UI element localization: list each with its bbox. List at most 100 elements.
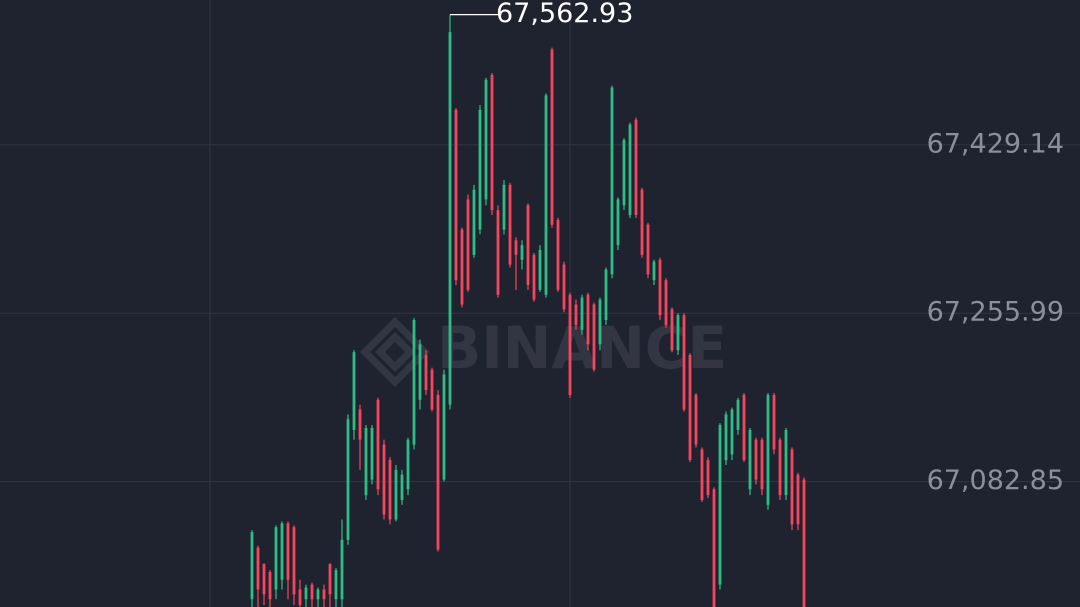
- candle-body: [646, 224, 650, 275]
- candle-body: [598, 299, 602, 345]
- candle-body: [514, 240, 518, 255]
- candle-body: [262, 564, 266, 595]
- candle-body: [418, 344, 422, 400]
- candle-body: [544, 95, 548, 295]
- candle-body: [412, 320, 416, 445]
- candle-body: [370, 428, 374, 480]
- candle-body: [358, 409, 362, 440]
- candle-body: [424, 355, 428, 391]
- candle-body: [718, 425, 722, 585]
- candle-body: [682, 315, 686, 410]
- candle-body: [400, 474, 404, 500]
- candle-body: [586, 294, 590, 345]
- candle-body: [538, 249, 542, 290]
- candle-body: [580, 297, 584, 330]
- candle-body: [382, 444, 386, 515]
- candle-body: [448, 32, 452, 405]
- candle-body: [304, 587, 308, 600]
- y-tick-label: 67,082.85: [927, 465, 1064, 496]
- candle-body: [316, 589, 320, 600]
- candle-body: [406, 439, 410, 490]
- y-tick-label: 67,429.14: [927, 128, 1064, 159]
- candle-body: [430, 369, 434, 410]
- candle-body: [640, 189, 644, 255]
- candle-body: [496, 210, 500, 295]
- candle-body: [556, 219, 560, 290]
- candle-body: [790, 449, 794, 525]
- candle-body: [454, 109, 458, 281]
- candle-body: [334, 570, 338, 600]
- candle-body: [364, 428, 368, 496]
- candle-body: [778, 439, 782, 496]
- y-tick-label: 67,255.99: [927, 297, 1064, 328]
- candle-body: [796, 474, 800, 525]
- candle-body: [274, 527, 278, 590]
- candle-body: [298, 589, 302, 606]
- candle-body: [436, 394, 440, 550]
- candle-body: [700, 449, 704, 500]
- candle-body: [388, 460, 392, 520]
- candle-body: [652, 261, 656, 281]
- candle-body: [712, 489, 716, 607]
- candle-body: [610, 87, 614, 275]
- candle-body: [724, 414, 728, 461]
- candle-body: [484, 79, 488, 200]
- candle-body: [532, 254, 536, 300]
- candle-body: [310, 584, 314, 600]
- candle-body: [250, 532, 254, 600]
- candle-body: [550, 49, 554, 225]
- candle-body: [622, 140, 626, 206]
- candle-body: [268, 571, 272, 600]
- candle-body: [802, 479, 806, 607]
- candle-body: [322, 589, 326, 600]
- candle-body: [502, 184, 506, 230]
- candle-body: [604, 269, 608, 321]
- candle-body: [628, 124, 632, 215]
- candle-body: [592, 304, 596, 370]
- candle-body: [676, 315, 680, 351]
- candle-body: [460, 229, 464, 305]
- candle-body: [664, 280, 668, 325]
- candle-body: [394, 469, 398, 520]
- candle-body: [442, 374, 446, 480]
- candle-body: [616, 199, 620, 246]
- candle-body: [634, 119, 638, 215]
- candle-body: [526, 205, 530, 286]
- candle-body: [508, 184, 512, 265]
- candle-body: [478, 109, 482, 230]
- candle-body: [472, 189, 476, 255]
- candle-body: [670, 309, 674, 351]
- candle-body: [346, 419, 350, 540]
- candle-body: [760, 439, 764, 490]
- candle-body: [490, 74, 494, 211]
- candle-body: [568, 294, 572, 395]
- candle-body: [706, 460, 710, 496]
- candle-body: [658, 259, 662, 316]
- candle-body: [352, 352, 356, 430]
- candle-body: [466, 199, 470, 290]
- candle-body: [280, 523, 284, 580]
- candle-body: [328, 564, 332, 595]
- candle-body: [754, 439, 758, 480]
- candle-body: [688, 355, 692, 461]
- candle-body: [784, 429, 788, 496]
- candle-body: [562, 264, 566, 310]
- candle-body: [520, 245, 524, 260]
- candle-body: [376, 399, 380, 490]
- candle-body: [730, 409, 734, 455]
- max-label: 67,562.93: [496, 0, 633, 29]
- candle-body: [340, 539, 344, 600]
- candle-body: [772, 394, 776, 450]
- candle-body: [286, 523, 290, 580]
- candle-body: [574, 304, 578, 325]
- candle-body: [292, 527, 296, 595]
- candle-body: [256, 547, 260, 590]
- candle-body: [766, 394, 770, 505]
- candle-body: [748, 429, 752, 490]
- candle-body: [694, 394, 698, 445]
- candle-body: [736, 399, 740, 430]
